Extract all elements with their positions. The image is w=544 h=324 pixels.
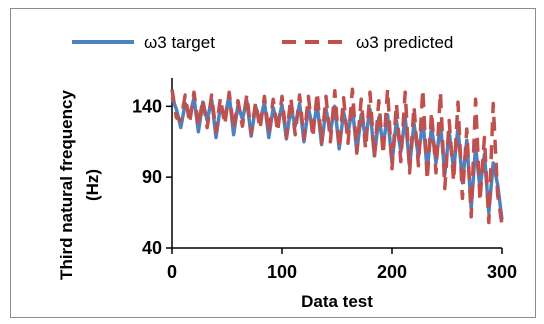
series-line-target [170, 93, 504, 220]
x-ticks: 0 100 200 300 [167, 248, 517, 282]
y-tick-label: 40 [142, 238, 162, 258]
y-tick-label: 140 [132, 96, 162, 116]
y-tick-label: 90 [142, 167, 162, 187]
series-line-predicted [170, 87, 504, 226]
legend-label-predicted: ω3 predicted [356, 33, 453, 52]
x-axis-title: Data test [301, 292, 373, 311]
chart-frame [10, 8, 536, 318]
y-ticks: 40 90 140 [132, 96, 172, 258]
x-tick-label: 100 [267, 262, 297, 282]
y-axis-title-line-2: (Hz) [83, 169, 102, 201]
legend-label-target: ω3 target [144, 33, 215, 52]
legend: ω3 target ω3 predicted [72, 33, 453, 52]
x-tick-label: 200 [377, 262, 407, 282]
x-tick-label: 0 [167, 262, 177, 282]
x-tick-label: 300 [487, 262, 517, 282]
y-axis-title-line-1: Third natural frequency [57, 90, 76, 280]
